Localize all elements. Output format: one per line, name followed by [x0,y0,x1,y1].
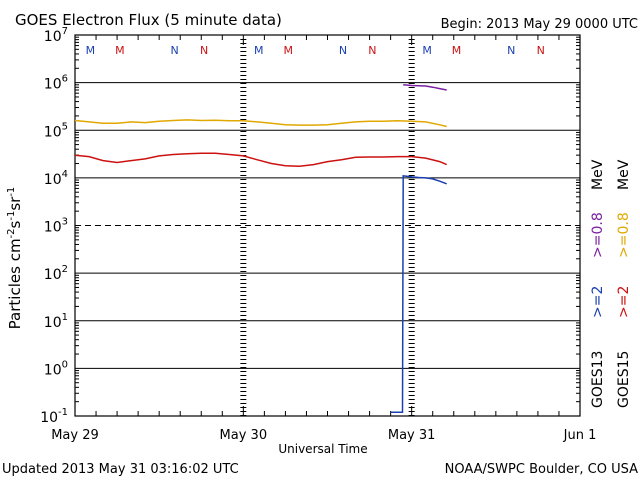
legend-goes15-ge08: >=0.8 [616,212,632,258]
noon-marker: N [507,44,515,57]
legend-goes15-ge2: >=2 [616,286,632,318]
midnight-marker: M [422,44,432,57]
updated-timestamp: Updated 2013 May 31 03:16:02 UTC [2,462,239,477]
y-tick-exponent: 3 [62,217,68,228]
noon-marker: N [339,44,347,57]
day-divider-dashes [240,39,415,416]
y-tick-exponent: 2 [62,264,68,275]
noon-marker: N [170,44,178,57]
y-tick-label: 107 [44,26,68,45]
y-tick-base: 10 [44,220,62,236]
legend-mev-1: MeV [590,159,606,190]
y-tick-label: 100 [44,359,68,378]
y-axis-label-exp1: -2 [6,228,17,238]
legend-mev-2: MeV [616,159,632,190]
y-axis-label: Particles cm-2s-1sr-1 [6,187,24,330]
noon-marker: N [537,44,545,57]
y-tick-base: 10 [44,362,62,378]
midnight-marker: M [452,44,462,57]
x-tick-label: May 30 [220,428,268,443]
x-tick-label: Jun 1 [563,428,597,443]
y-tick-exponent: 5 [62,121,68,132]
x-tick-label: May 31 [388,428,436,443]
y-tick-base: 10 [44,29,62,45]
midnight-marker: M [254,44,264,57]
y-tick-base: 10 [44,267,62,283]
y-axis-label-main: Particles cm [6,238,24,329]
legend-goes15: GOES15 [616,351,632,408]
y-tick-base: 10 [44,124,62,140]
y-tick-base: 10 [44,172,62,188]
credit-label: NOAA/SWPC Boulder, CO USA [445,462,638,477]
midnight-marker: M [283,44,293,57]
y-tick-label: 10-1 [40,407,68,426]
y-tick-exponent: 1 [62,312,68,323]
x-axis-label: Universal Time [278,442,367,456]
midnight-marker: M [86,44,96,57]
y-tick-label: 101 [44,312,68,331]
y-tick-exponent: 0 [62,359,68,370]
flux-series [74,84,447,413]
y-tick-base: 10 [40,410,58,426]
x-tick-labels: May 29 May 30 May 31 Jun 1 [51,428,596,443]
y-tick-base: 10 [44,77,62,93]
noon-marker: N [368,44,376,57]
y-tick-exponent: -1 [58,407,68,418]
begin-label: Begin: 2013 May 29 0000 UTC [441,17,638,32]
legend: GOES13 >=2 >=0.8 MeV GOES15 >=2 >=0.8 Me… [590,159,632,408]
y-axis-label-exp3: -1 [6,187,17,197]
y-tick-label: 103 [44,217,68,236]
y-tick-exponent: 4 [62,169,68,180]
x-tick-label: May 29 [51,428,99,443]
legend-goes13-ge08: >=0.8 [590,212,606,258]
midnight-marker: M [115,44,125,57]
y-axis-label-sr: sr [6,196,24,211]
y-tick-exponent: 6 [62,74,68,85]
y-tick-exponent: 7 [62,26,68,37]
y-tick-base: 10 [44,315,62,331]
chart-title: GOES Electron Flux (5 minute data) [15,11,282,29]
y-tick-label: 105 [44,121,68,140]
legend-goes13: GOES13 [590,351,606,408]
y-tick-label: 106 [44,74,68,93]
series-line [390,175,447,413]
noon-marker: N [200,44,208,57]
y-tick-label: 104 [44,169,68,188]
y-tick-label: 102 [44,264,68,283]
grid-lines [74,35,581,416]
y-axis-label-s: s [6,220,24,228]
y-axis-label-exp2: -1 [6,211,17,221]
series-line [74,152,447,168]
series-line [403,84,447,91]
legend-goes13-ge2: >=2 [590,286,606,318]
series-line [74,119,447,128]
